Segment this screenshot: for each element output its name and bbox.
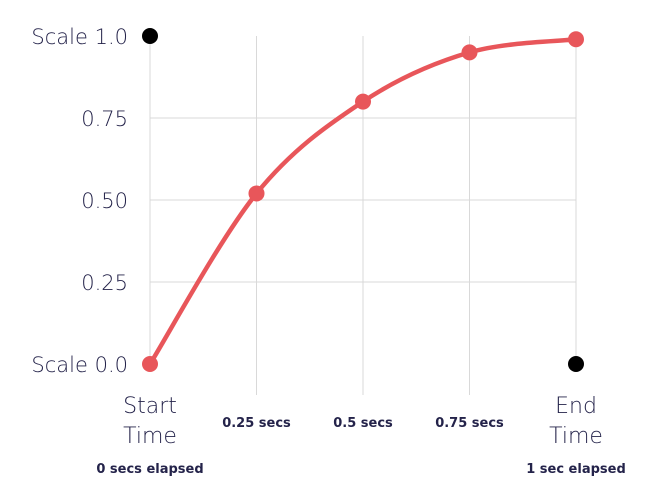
data-point-4 (568, 31, 584, 48)
y-tick-label-0: Scale 1.0 (31, 25, 128, 49)
y-tick-label-1: 0.75 (81, 107, 128, 131)
x-tick-label-0-1: Time (123, 424, 177, 449)
x-tick-label-4-0: End (555, 394, 597, 419)
y-axis-labels: Scale 1.0 0.75 0.50 0.25 Scale 0.0 (31, 25, 128, 377)
x-tick-sublabel-0: 0 secs elapsed (96, 462, 203, 477)
x-tick-label-3-0: 0.75 secs (435, 416, 504, 431)
curve-layer (147, 37, 579, 367)
x-tick-label-1-0: 0.25 secs (222, 416, 291, 431)
data-point-0 (142, 356, 158, 372)
x-axis-labels: Start Time 0 secs elapsed 0.25 secs 0.5 secs… (96, 394, 625, 477)
y-tick-label-2: 0.50 (81, 189, 128, 213)
series-line (147, 37, 579, 367)
grid (149, 36, 577, 395)
x-tick-sublabel-4: 1 sec elapsed (526, 462, 626, 477)
y-tick-label-4: Scale 0.0 (31, 353, 128, 377)
x-tick-label-0-0: Start (123, 394, 177, 419)
data-point-2 (355, 93, 371, 110)
y-tick-label-3: 0.25 (81, 271, 128, 295)
reference-point-0 (142, 28, 158, 44)
data-point-3 (461, 44, 478, 61)
x-tick-label-4-1: Time (549, 424, 603, 449)
x-tick-label-2-0: 0.5 secs (333, 416, 393, 431)
point-layer (142, 28, 584, 372)
reference-point-1 (568, 356, 584, 372)
data-point-1 (248, 185, 265, 202)
